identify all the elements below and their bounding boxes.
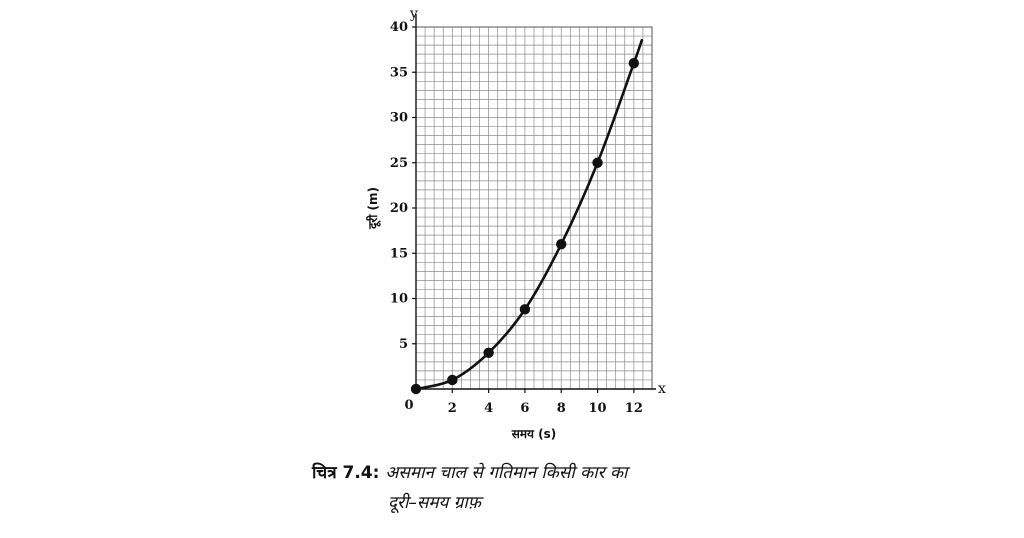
y-tick-label: 35 — [390, 65, 408, 80]
x-tick-label: 12 — [625, 401, 643, 416]
caption-label: चित्र 7.4: — [312, 463, 380, 483]
y-axis-title: दूरी (m) — [366, 187, 381, 230]
y-tick-label: 20 — [390, 201, 408, 216]
x-tick-label: 0 — [404, 398, 413, 413]
figure-caption: चित्र 7.4: असमान चाल से गतिमान किसी कार क… — [312, 458, 832, 518]
x-tick-label: 6 — [520, 401, 529, 416]
data-point — [410, 383, 422, 395]
x-tick-label: 8 — [557, 401, 566, 416]
data-point — [519, 304, 531, 315]
tick-labels: 0 2 4 6 8 10 12 5 10 15 20 25 30 35 40 — [390, 20, 643, 416]
x-axis-letter: x — [658, 381, 666, 397]
x-axis-title: समय (s) — [511, 427, 557, 441]
series-line — [414, 38, 644, 391]
x-tick-label: 2 — [448, 401, 457, 416]
x-tick-label: 10 — [588, 401, 606, 416]
y-tick-label: 5 — [399, 337, 408, 352]
y-tick-label: 40 — [390, 20, 408, 35]
y-tick-label: 30 — [390, 111, 408, 126]
axes — [415, 14, 656, 390]
x-tick-label: 4 — [484, 401, 493, 416]
data-point — [483, 347, 494, 358]
y-tick-label: 10 — [390, 292, 408, 307]
data-point — [447, 374, 458, 386]
data-point — [628, 58, 640, 69]
grid — [415, 26, 653, 390]
y-tick-label: 15 — [390, 246, 408, 261]
caption-line-1: असमान चाल से गतिमान किसी कार का — [385, 463, 628, 483]
data-point — [556, 239, 567, 250]
data-point — [592, 157, 603, 168]
caption-line-2: दूरी–समय ग्राफ़ — [388, 493, 481, 513]
y-axis-letter: y — [409, 6, 418, 22]
series — [410, 38, 644, 395]
y-tick-label: 25 — [390, 156, 408, 171]
